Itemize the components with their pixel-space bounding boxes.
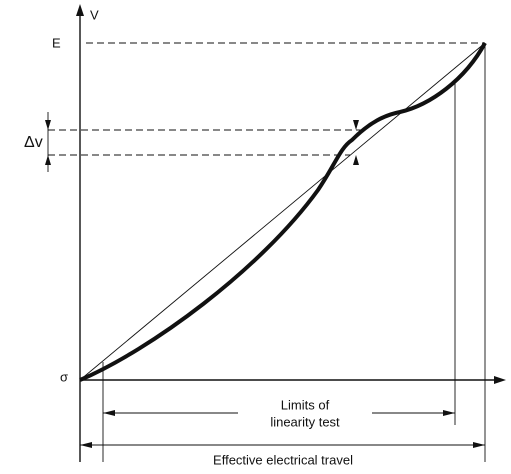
y-axis-arrow — [76, 4, 84, 16]
ideal-line — [79, 42, 486, 381]
v-label: V — [90, 7, 99, 22]
delta-v-arrow — [45, 120, 51, 130]
delta-v-arrow — [353, 155, 359, 165]
arrowhead — [443, 410, 455, 416]
limits-label: linearity test — [270, 414, 340, 429]
delta-v-arrow — [353, 120, 359, 130]
arrowhead — [103, 410, 115, 416]
actual-curve — [79, 42, 487, 382]
delta-v-arrow — [45, 155, 51, 165]
limits-label: Limits of — [281, 397, 330, 412]
delta-v-label: Δv — [24, 134, 43, 151]
travel-label: Effective electrical travel — [213, 452, 353, 467]
arrowhead — [80, 442, 92, 448]
x-axis-arrow — [494, 376, 506, 384]
e-label: E — [52, 35, 61, 50]
origin-label: σ — [60, 369, 68, 384]
arrowhead — [473, 442, 485, 448]
